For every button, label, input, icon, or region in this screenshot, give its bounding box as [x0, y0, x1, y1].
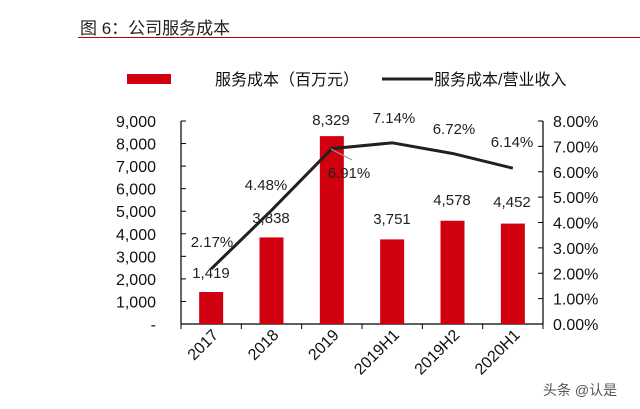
bar-2019 [319, 136, 344, 324]
right-tick-label: 1.00% [553, 292, 598, 309]
right-tick-label: 5.00% [553, 190, 598, 207]
title-divider [78, 37, 640, 38]
line-value-label: 6.72% [433, 121, 476, 138]
bar-2017 [199, 291, 224, 324]
left-tick-label: 5,000 [116, 204, 156, 221]
left-tick-label: 6,000 [116, 182, 156, 199]
right-tick-label: 2.00% [553, 266, 598, 283]
bar-value-label: 3,751 [373, 211, 411, 228]
bar-2020H1 [500, 223, 525, 324]
bar-value-label: 1,419 [192, 265, 230, 282]
left-tick-label: 2,000 [116, 272, 156, 289]
label-leader-line [330, 148, 353, 161]
line-value-label: 6.14% [491, 134, 534, 151]
bar-2019H2 [440, 220, 465, 324]
left-tick-label: 4,000 [116, 227, 156, 244]
right-tick-label: 0.00% [553, 317, 598, 334]
bar-value-label: 3,838 [252, 210, 290, 227]
right-tick-label: 4.00% [553, 216, 598, 233]
right-tick-label: 6.00% [553, 165, 598, 182]
left-tick-label: 9,000 [116, 114, 156, 131]
left-tick-label: 1,000 [116, 294, 156, 311]
legend-bar-swatch [127, 74, 171, 84]
right-tick-label: 7.00% [553, 139, 598, 156]
legend-bar-label: 服务成本（百万元） [215, 71, 359, 89]
bar-value-label: 4,452 [493, 194, 531, 211]
watermark: 头条 @认是 [543, 382, 618, 398]
ratio-line [210, 141, 514, 271]
right-tick-label: 8.00% [553, 114, 598, 131]
left-tick-label: 3,000 [116, 249, 156, 266]
left-tick-label: 7,000 [116, 159, 156, 176]
bar-2019H1 [380, 239, 405, 324]
chart-title: 图 6：公司服务成本 [80, 19, 231, 38]
x-tick-label: 2020H1 [472, 327, 524, 379]
left-tick-label: - [151, 317, 156, 334]
line-value-label: 7.14% [373, 110, 416, 127]
legend-line-label: 服务成本/营业收入 [434, 71, 566, 89]
line-value-label: 2.17% [191, 234, 234, 251]
x-tick-label: 2017 [185, 327, 222, 364]
x-tick-label: 2019 [305, 327, 342, 364]
x-tick-label: 2019H2 [412, 327, 464, 379]
left-tick-label: 8,000 [116, 137, 156, 154]
bar-value-label: 8,329 [312, 112, 350, 129]
x-tick-label: 2019H1 [351, 327, 403, 379]
right-tick-label: 3.00% [553, 241, 598, 258]
bar-value-label: 4,578 [433, 192, 471, 209]
bar-2018 [259, 237, 284, 324]
line-value-label: 4.48% [245, 177, 288, 194]
line-value-label: 6.91% [328, 165, 371, 182]
x-tick-label: 2018 [245, 327, 282, 364]
